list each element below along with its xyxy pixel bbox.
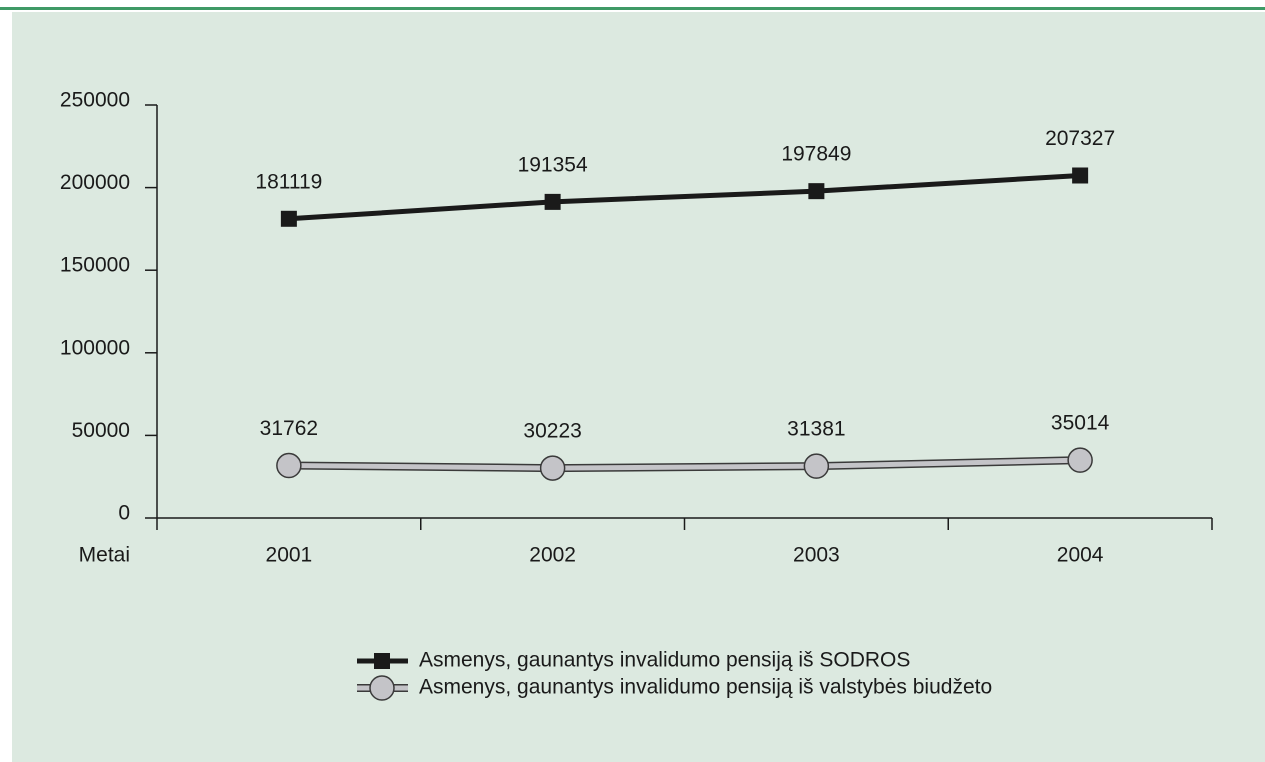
y-tick-label: 200000 (60, 171, 130, 194)
x-tick-label: 2004 (1057, 544, 1104, 567)
y-tick-label: 0 (118, 502, 130, 525)
data-label: 207327 (1045, 127, 1115, 150)
legend-label: Asmenys, gaunantys invalidumo pensiją iš… (419, 676, 992, 699)
point (1072, 167, 1089, 184)
point (280, 210, 297, 227)
point (1067, 447, 1093, 473)
legend-marker (369, 675, 395, 701)
series-line (288, 457, 1081, 471)
top-stripe (0, 7, 1265, 10)
data-label: 30223 (523, 420, 581, 443)
y-tick-label: 150000 (60, 254, 130, 277)
point (808, 183, 825, 200)
point (276, 452, 302, 479)
legend-marker (374, 653, 390, 669)
y-tick-label: 100000 (60, 336, 130, 359)
x-tick-label: 2003 (793, 544, 840, 567)
point (539, 455, 566, 481)
point (803, 453, 830, 479)
panel (12, 12, 1265, 762)
data-label: 197849 (781, 143, 851, 166)
y-tick-label: 50000 (72, 419, 130, 442)
data-label: 35014 (1051, 412, 1110, 435)
data-label: 191354 (518, 153, 588, 176)
x-axis-label: Metai (79, 544, 130, 567)
y-tick-label: 250000 (60, 89, 130, 112)
data-label: 181119 (255, 170, 322, 193)
legend-label: Asmenys, gaunantys invalidumo pensiją iš… (419, 649, 910, 672)
point (544, 193, 561, 210)
series-line (288, 173, 1081, 222)
x-tick-label: 2001 (266, 544, 313, 567)
data-label: 31762 (260, 417, 318, 440)
x-tick-label: 2002 (529, 544, 576, 567)
data-label: 31381 (787, 418, 845, 441)
